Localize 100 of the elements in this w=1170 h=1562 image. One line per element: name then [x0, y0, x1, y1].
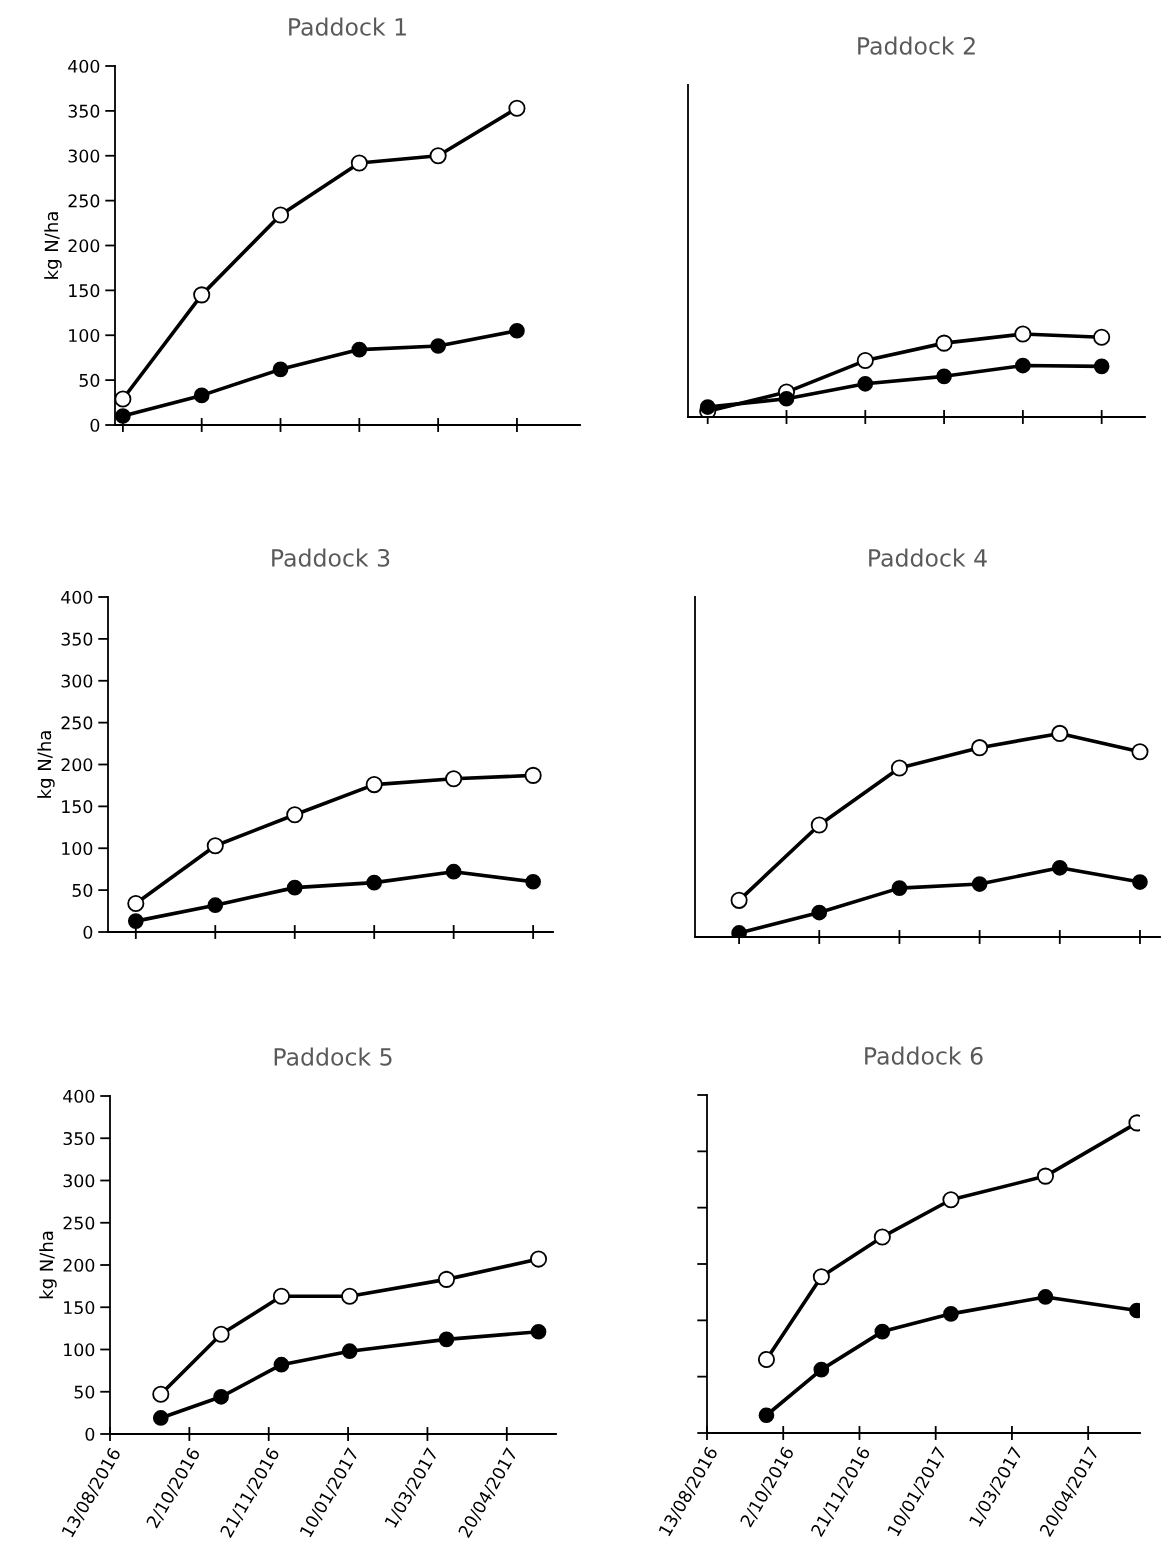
point: [943, 1306, 959, 1322]
y-tick-label: 400: [68, 59, 100, 73]
y-tick-label: 100: [69, 328, 100, 343]
point: [213, 1388, 229, 1405]
point: [810, 816, 828, 834]
point: [529, 1250, 548, 1268]
chart-title: Paddock 4: [869, 548, 987, 567]
point: [857, 375, 874, 392]
point: [811, 904, 828, 921]
point: [1093, 328, 1111, 346]
point: [273, 1356, 290, 1373]
point: [115, 390, 132, 408]
point: [524, 766, 542, 784]
point: [366, 874, 383, 891]
point: [1015, 357, 1031, 374]
point: [445, 863, 462, 880]
point: [942, 1191, 960, 1209]
point: [509, 322, 525, 339]
point: [778, 390, 795, 407]
point: [731, 925, 747, 937]
point: [757, 1350, 776, 1369]
y-tick-label: 300: [63, 1174, 95, 1188]
point: [127, 913, 144, 929]
point: [891, 880, 908, 896]
point: [971, 876, 988, 892]
chart-title: Paddock 1: [289, 17, 406, 36]
y-tick-label: 150: [64, 1300, 95, 1315]
y-tick-label: 150: [69, 284, 100, 298]
point: [1131, 743, 1149, 761]
point: [429, 147, 447, 165]
point: [873, 1228, 891, 1246]
y-tick-label: 100: [62, 841, 93, 856]
y-tick-label: 350: [63, 1131, 95, 1146]
y-tick-label: 300: [68, 149, 100, 163]
point: [272, 1287, 290, 1305]
point: [286, 879, 303, 896]
y-tick-label: 200: [61, 758, 93, 772]
y-tick-label: 350: [68, 104, 100, 118]
point: [207, 897, 224, 914]
point: [193, 286, 211, 304]
point: [813, 1361, 830, 1378]
point: [1037, 1289, 1054, 1305]
point: [350, 154, 368, 172]
point: [193, 387, 210, 404]
y-tick-label: 200: [63, 1258, 95, 1272]
y-axis-title: kg N/ha: [44, 212, 62, 279]
point: [1014, 325, 1032, 343]
point: [530, 1323, 547, 1340]
y-tick-label: 0: [90, 418, 100, 432]
point: [1051, 724, 1069, 742]
point: [890, 759, 908, 777]
y-tick-label: 400: [61, 590, 93, 604]
y-tick-label: 250: [68, 194, 100, 208]
point: [935, 334, 953, 352]
point: [856, 352, 874, 370]
chart-title: Paddock 3: [272, 548, 390, 567]
point: [115, 408, 131, 424]
point: [351, 341, 368, 358]
point: [152, 1385, 170, 1403]
y-axis-title: kg N/ha: [37, 731, 55, 798]
point: [936, 368, 952, 385]
y-tick-label: 0: [83, 925, 93, 939]
point: [812, 1268, 830, 1286]
point: [152, 1410, 169, 1426]
point: [286, 806, 304, 824]
point: [365, 776, 383, 794]
y-tick-label: 50: [79, 373, 100, 387]
point: [1132, 874, 1148, 890]
y-tick-label: 150: [62, 800, 93, 814]
point: [430, 338, 446, 354]
y-tick-label: 200: [68, 239, 100, 253]
chart-title: Paddock 2: [858, 36, 975, 55]
y-tick-label: 250: [61, 716, 93, 730]
point: [206, 837, 224, 855]
point: [127, 894, 145, 913]
point: [271, 206, 290, 224]
chart-title: Paddock 5: [274, 1047, 392, 1066]
y-axis-title: kg N/ha: [39, 1231, 57, 1299]
point: [730, 891, 748, 909]
point: [508, 99, 526, 117]
point: [971, 739, 989, 757]
y-tick-label: 50: [72, 883, 93, 897]
y-tick-label: 50: [74, 1385, 95, 1399]
point: [438, 1331, 455, 1348]
point: [1036, 1167, 1055, 1185]
point: [445, 770, 463, 788]
chart-title: Paddock 6: [865, 1046, 983, 1065]
y-tick-label: 300: [61, 674, 93, 688]
y-tick-label: 250: [63, 1216, 95, 1230]
point: [341, 1343, 358, 1360]
point: [874, 1323, 891, 1340]
y-tick-label: 350: [61, 632, 93, 646]
point: [1093, 358, 1110, 375]
point: [341, 1287, 359, 1305]
point: [1051, 859, 1068, 876]
point: [758, 1407, 775, 1424]
point: [525, 873, 541, 890]
point: [437, 1270, 456, 1288]
point: [212, 1325, 230, 1343]
y-tick-label: 100: [64, 1343, 95, 1357]
